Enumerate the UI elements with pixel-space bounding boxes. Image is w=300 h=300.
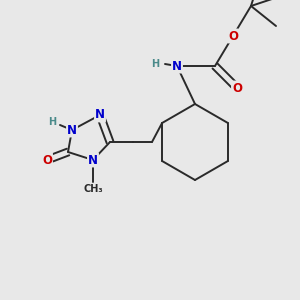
Text: N: N (95, 109, 105, 122)
Text: CH₃: CH₃ (83, 184, 103, 194)
Text: O: O (228, 29, 238, 43)
Text: N: N (88, 154, 98, 166)
Text: O: O (232, 82, 242, 94)
Text: H: H (48, 117, 56, 127)
Text: H: H (151, 59, 159, 69)
Text: O: O (42, 154, 52, 166)
Text: N: N (67, 124, 77, 136)
Text: N: N (172, 59, 182, 73)
